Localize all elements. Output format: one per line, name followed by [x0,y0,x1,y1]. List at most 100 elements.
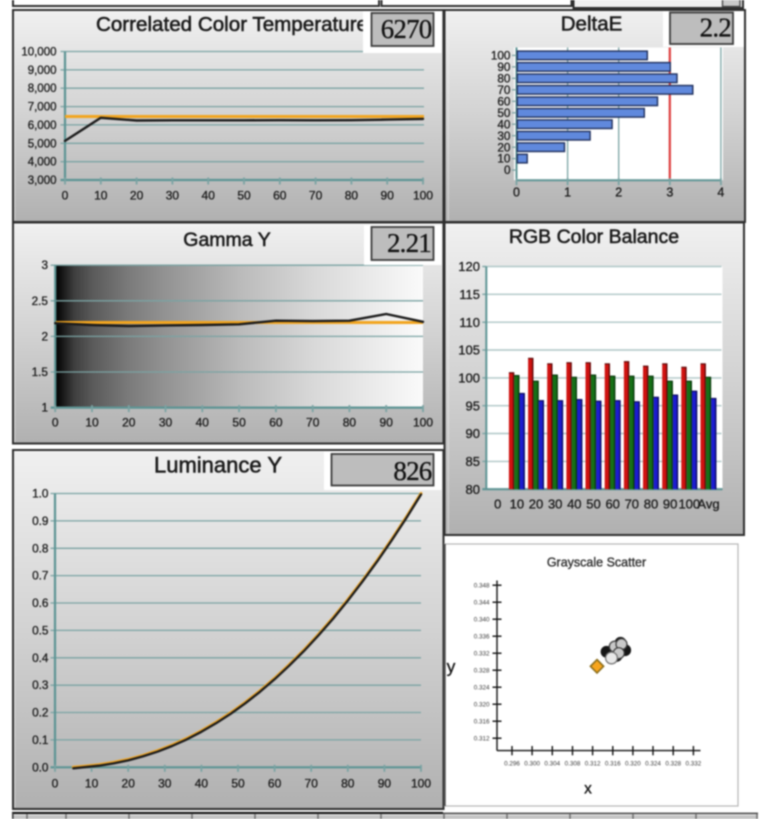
svg-text:0.0: 0.0 [32,760,49,774]
svg-text:60: 60 [269,416,283,430]
svg-text:50: 50 [237,189,251,203]
svg-text:50: 50 [497,106,511,120]
svg-text:50: 50 [586,497,600,512]
svg-text:0.296: 0.296 [504,761,520,768]
svg-text:0.324: 0.324 [645,761,661,768]
svg-text:Luminance Y: Luminance Y [154,453,282,478]
svg-text:4,000: 4,000 [28,157,57,169]
svg-text:90: 90 [663,497,677,512]
svg-text:80: 80 [466,482,480,497]
svg-text:2.21: 2.21 [387,228,431,258]
svg-text:0.320: 0.320 [625,761,641,768]
svg-text:100: 100 [413,416,433,430]
svg-text:30: 30 [166,189,180,203]
svg-text:70: 70 [309,189,323,203]
svg-text:110: 110 [459,315,480,330]
svg-text:20: 20 [497,140,511,154]
svg-text:x: x [584,781,592,798]
svg-text:4: 4 [717,186,724,200]
svg-text:1.0: 1.0 [32,487,49,501]
svg-text:0.300: 0.300 [524,761,540,768]
svg-text:0.304: 0.304 [544,761,560,768]
svg-text:5,000: 5,000 [28,138,57,150]
svg-text:10: 10 [85,777,99,791]
svg-text:0.348: 0.348 [474,582,490,589]
svg-text:30: 30 [159,416,173,430]
svg-text:100: 100 [491,49,511,63]
svg-text:100: 100 [678,497,700,512]
svg-text:80: 80 [343,416,357,430]
svg-text:100: 100 [413,189,433,203]
svg-text:120: 120 [458,259,480,274]
svg-text:0.336: 0.336 [474,633,490,640]
svg-text:0.308: 0.308 [565,761,581,768]
svg-text:0: 0 [513,186,520,200]
svg-text:6,000: 6,000 [28,120,57,132]
svg-text:0.3: 0.3 [32,678,49,692]
svg-text:0.312: 0.312 [474,735,490,742]
svg-text:10: 10 [85,416,99,430]
svg-text:3: 3 [41,258,48,272]
svg-text:30: 30 [548,497,562,512]
svg-text:2.2: 2.2 [700,13,732,43]
svg-text:80: 80 [644,497,658,512]
svg-text:0.5: 0.5 [32,623,49,637]
svg-text:1.5: 1.5 [32,365,49,379]
svg-text:0.324: 0.324 [474,684,490,691]
svg-text:40: 40 [497,117,511,131]
svg-text:0.312: 0.312 [585,761,601,768]
svg-text:0.320: 0.320 [474,701,490,708]
svg-text:0.332: 0.332 [474,650,490,657]
svg-text:0.7: 0.7 [32,569,48,583]
svg-text:10,000: 10,000 [21,47,56,59]
svg-text:0: 0 [52,416,59,430]
svg-text:0.328: 0.328 [665,761,681,768]
svg-text:80: 80 [345,189,359,203]
svg-text:7,000: 7,000 [28,102,57,114]
svg-text:0.316: 0.316 [474,718,490,725]
svg-text:50: 50 [232,416,246,430]
svg-text:90: 90 [381,189,395,203]
svg-text:0: 0 [494,497,501,512]
svg-text:0.4: 0.4 [32,651,49,665]
svg-text:10: 10 [94,189,108,203]
svg-text:95: 95 [466,398,480,413]
svg-text:80: 80 [341,777,355,791]
svg-text:70: 70 [306,416,320,430]
svg-text:40: 40 [195,777,209,791]
svg-text:Grayscale Scatter: Grayscale Scatter [547,556,646,570]
svg-text:90: 90 [380,416,394,430]
svg-text:1: 1 [41,401,48,415]
svg-text:70: 70 [625,497,639,512]
svg-text:RGB Color Balance: RGB Color Balance [509,226,679,248]
svg-text:6270: 6270 [381,14,432,44]
svg-text:0.332: 0.332 [686,761,702,768]
svg-text:70: 70 [497,83,511,97]
svg-text:1: 1 [564,186,571,200]
svg-text:70: 70 [305,777,319,791]
svg-text:90: 90 [378,777,392,791]
svg-text:115: 115 [459,287,480,302]
svg-text:0.8: 0.8 [32,541,49,555]
svg-text:20: 20 [122,777,136,791]
svg-text:0: 0 [52,777,59,791]
svg-text:0.316: 0.316 [605,761,621,768]
svg-text:20: 20 [122,416,136,430]
svg-text:3: 3 [666,186,673,200]
svg-text:30: 30 [158,777,172,791]
svg-text:2: 2 [41,329,48,343]
svg-text:20: 20 [130,189,144,203]
svg-text:60: 60 [268,777,282,791]
svg-text:50: 50 [231,777,245,791]
svg-text:0.328: 0.328 [474,667,490,674]
svg-text:0.344: 0.344 [474,599,490,606]
svg-text:60: 60 [605,497,619,512]
svg-text:60: 60 [273,189,287,203]
svg-text:85: 85 [466,454,480,469]
svg-text:3,000: 3,000 [28,175,57,187]
svg-text:10: 10 [510,497,524,512]
svg-text:40: 40 [196,416,210,430]
svg-text:90: 90 [466,426,480,441]
svg-text:40: 40 [567,497,581,512]
svg-text:0.1: 0.1 [32,733,48,747]
